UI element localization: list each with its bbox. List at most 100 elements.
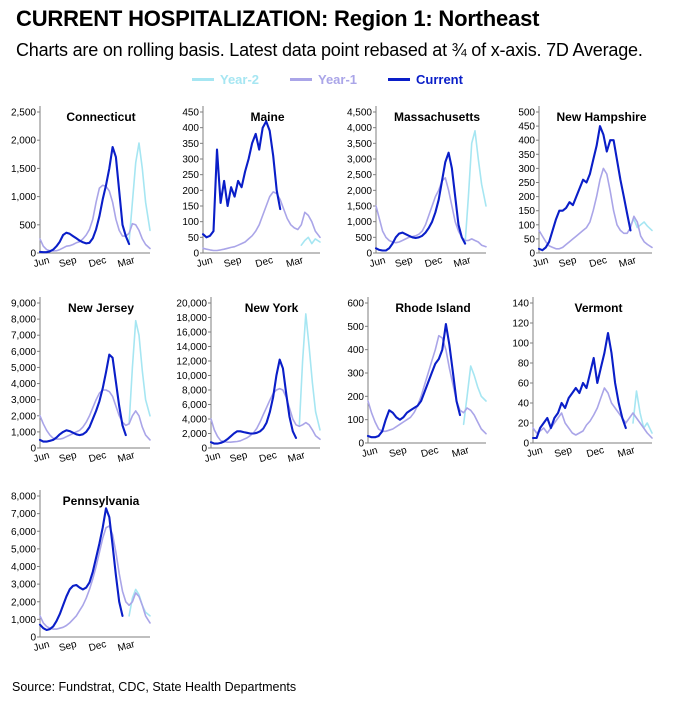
x-tick-label: Jun [361, 445, 379, 460]
y-tick-label: 9,000 [11, 299, 36, 310]
series-line-year-2 [629, 218, 653, 232]
x-tick-label: Sep [58, 255, 78, 270]
y-tick-label: 250 [518, 178, 535, 189]
page-title: CURRENT HOSPITALIZATION: Region 1: North… [16, 6, 540, 31]
x-tick-label: Dec [424, 255, 444, 270]
series-line-current [201, 120, 282, 239]
legend: Year-2 Year-1 Current [0, 72, 677, 90]
x-tick-label: Jun [32, 639, 50, 654]
page-subtitle: Charts are on rolling basis. Latest data… [16, 40, 643, 60]
x-tick-label: Jun [203, 450, 221, 465]
x-tick-label: Sep [229, 450, 249, 465]
x-tick-label: Jun [531, 255, 549, 270]
y-tick-label: 0 [366, 249, 372, 260]
y-tick-label: 2,000 [182, 429, 207, 440]
chart-title: Vermont [574, 301, 622, 315]
y-tick-label: 0 [30, 249, 36, 260]
x-tick-label: Mar [117, 639, 137, 654]
series-line-year-2 [298, 313, 321, 431]
y-tick-label: 4,000 [182, 415, 207, 426]
y-tick-label: 14,000 [176, 342, 207, 353]
series-line-year-1 [202, 191, 321, 252]
y-tick-label: 2,000 [11, 411, 36, 422]
series-line-current [38, 353, 127, 443]
y-tick-label: 120 [512, 319, 529, 330]
y-tick-label: 50 [188, 233, 200, 244]
y-tick-label: 1,000 [11, 615, 36, 626]
y-tick-label: 300 [182, 155, 199, 166]
y-tick-label: 3,000 [347, 155, 372, 166]
series-line-current [366, 322, 462, 439]
series-line-year-2 [462, 365, 487, 426]
y-tick-label: 0 [529, 249, 535, 260]
y-tick-label: 500 [355, 233, 372, 244]
legend-label-year-2: Year-2 [220, 72, 260, 87]
x-tick-label: Dec [588, 255, 608, 270]
chart-rhode-island: Rhode Island 0 100 200 300 400 500 600 Jun Sep Dec… [347, 297, 487, 460]
y-tick-label: 0 [193, 249, 199, 260]
x-tick-label: Sep [58, 450, 78, 465]
y-tick-label: 4,500 [347, 108, 372, 119]
y-tick-label: 450 [182, 108, 199, 119]
y-tick-label: 6,000 [11, 347, 36, 358]
y-tick-label: 2,500 [347, 170, 372, 181]
y-tick-label: 150 [182, 202, 199, 213]
y-tick-label: 4,000 [347, 123, 372, 134]
y-tick-label: 8,000 [11, 492, 36, 503]
chart-connecticut: Connecticut 0 500 1,000 1,500 2,000 2,500 Jun Se… [11, 106, 151, 270]
x-tick-label: Dec [420, 445, 440, 460]
series-line-year-2 [464, 130, 487, 245]
chart-title: Massachusetts [394, 110, 480, 124]
y-tick-label: 10,000 [176, 371, 207, 382]
y-tick-label: 500 [19, 220, 36, 231]
y-tick-label: 1,500 [11, 164, 36, 175]
y-tick-label: 200 [182, 186, 199, 197]
chart-title: Rhode Island [395, 301, 470, 315]
y-tick-label: 350 [182, 139, 199, 150]
y-tick-label: 18,000 [176, 313, 207, 324]
y-tick-label: 140 [512, 299, 529, 310]
series-line-current [209, 358, 298, 445]
x-tick-label: Mar [453, 255, 473, 270]
y-tick-label: 0 [523, 439, 529, 450]
y-tick-label: 8,000 [182, 386, 207, 397]
legend-item-year-2: Year-2 [192, 72, 259, 87]
y-tick-label: 20 [518, 419, 530, 430]
y-tick-label: 500 [347, 322, 364, 333]
chart-maine: Maine 0 50 100 150 200 250 300 350 400 450 Jun Sep De… [182, 106, 321, 270]
series-line-current [38, 145, 131, 254]
x-tick-label: Mar [451, 445, 471, 460]
y-tick-label: 3,500 [347, 139, 372, 150]
y-tick-label: 16,000 [176, 328, 207, 339]
y-tick-label: 50 [524, 234, 536, 245]
series-line-current [531, 331, 627, 440]
y-tick-label: 350 [518, 150, 535, 161]
y-tick-label: 5,000 [11, 544, 36, 555]
y-tick-label: 2,500 [11, 108, 36, 119]
y-tick-label: 1,000 [11, 192, 36, 203]
y-tick-label: 600 [347, 299, 364, 310]
x-tick-label: Dec [585, 445, 605, 460]
x-tick-label: Dec [254, 255, 274, 270]
x-tick-label: Mar [287, 450, 307, 465]
y-tick-label: 40 [518, 399, 530, 410]
y-tick-label: 4,000 [11, 379, 36, 390]
legend-swatch-year-1 [290, 78, 312, 81]
series-line-year-1 [39, 389, 151, 441]
chart-title: New Hampshire [556, 110, 646, 124]
y-tick-label: 400 [182, 123, 199, 134]
y-tick-label: 20,000 [176, 299, 207, 310]
chart-new-york: New York 0 2,000 4,000 6,000 8,000 10,000 12,00… [176, 297, 321, 465]
series-line-current [374, 151, 467, 252]
y-tick-label: 6,000 [11, 527, 36, 538]
y-tick-label: 0 [30, 633, 36, 644]
y-tick-label: 250 [182, 170, 199, 181]
chart-new-hampshire: New Hampshire 0 50 100 150 200 250 300 350 400 450… [518, 106, 653, 270]
y-tick-label: 200 [347, 392, 364, 403]
chart-vermont: Vermont 0 20 40 60 80 100 120 140 Jun Sep Dec Mar [512, 297, 653, 460]
chart-new-jersey: New Jersey 0 1,000 2,000 3,000 4,000 5,000 6,00… [11, 297, 151, 465]
x-tick-label: Dec [88, 450, 108, 465]
y-tick-label: 0 [201, 444, 207, 455]
legend-item-year-1: Year-1 [290, 72, 357, 87]
x-tick-label: Jun [32, 255, 50, 270]
